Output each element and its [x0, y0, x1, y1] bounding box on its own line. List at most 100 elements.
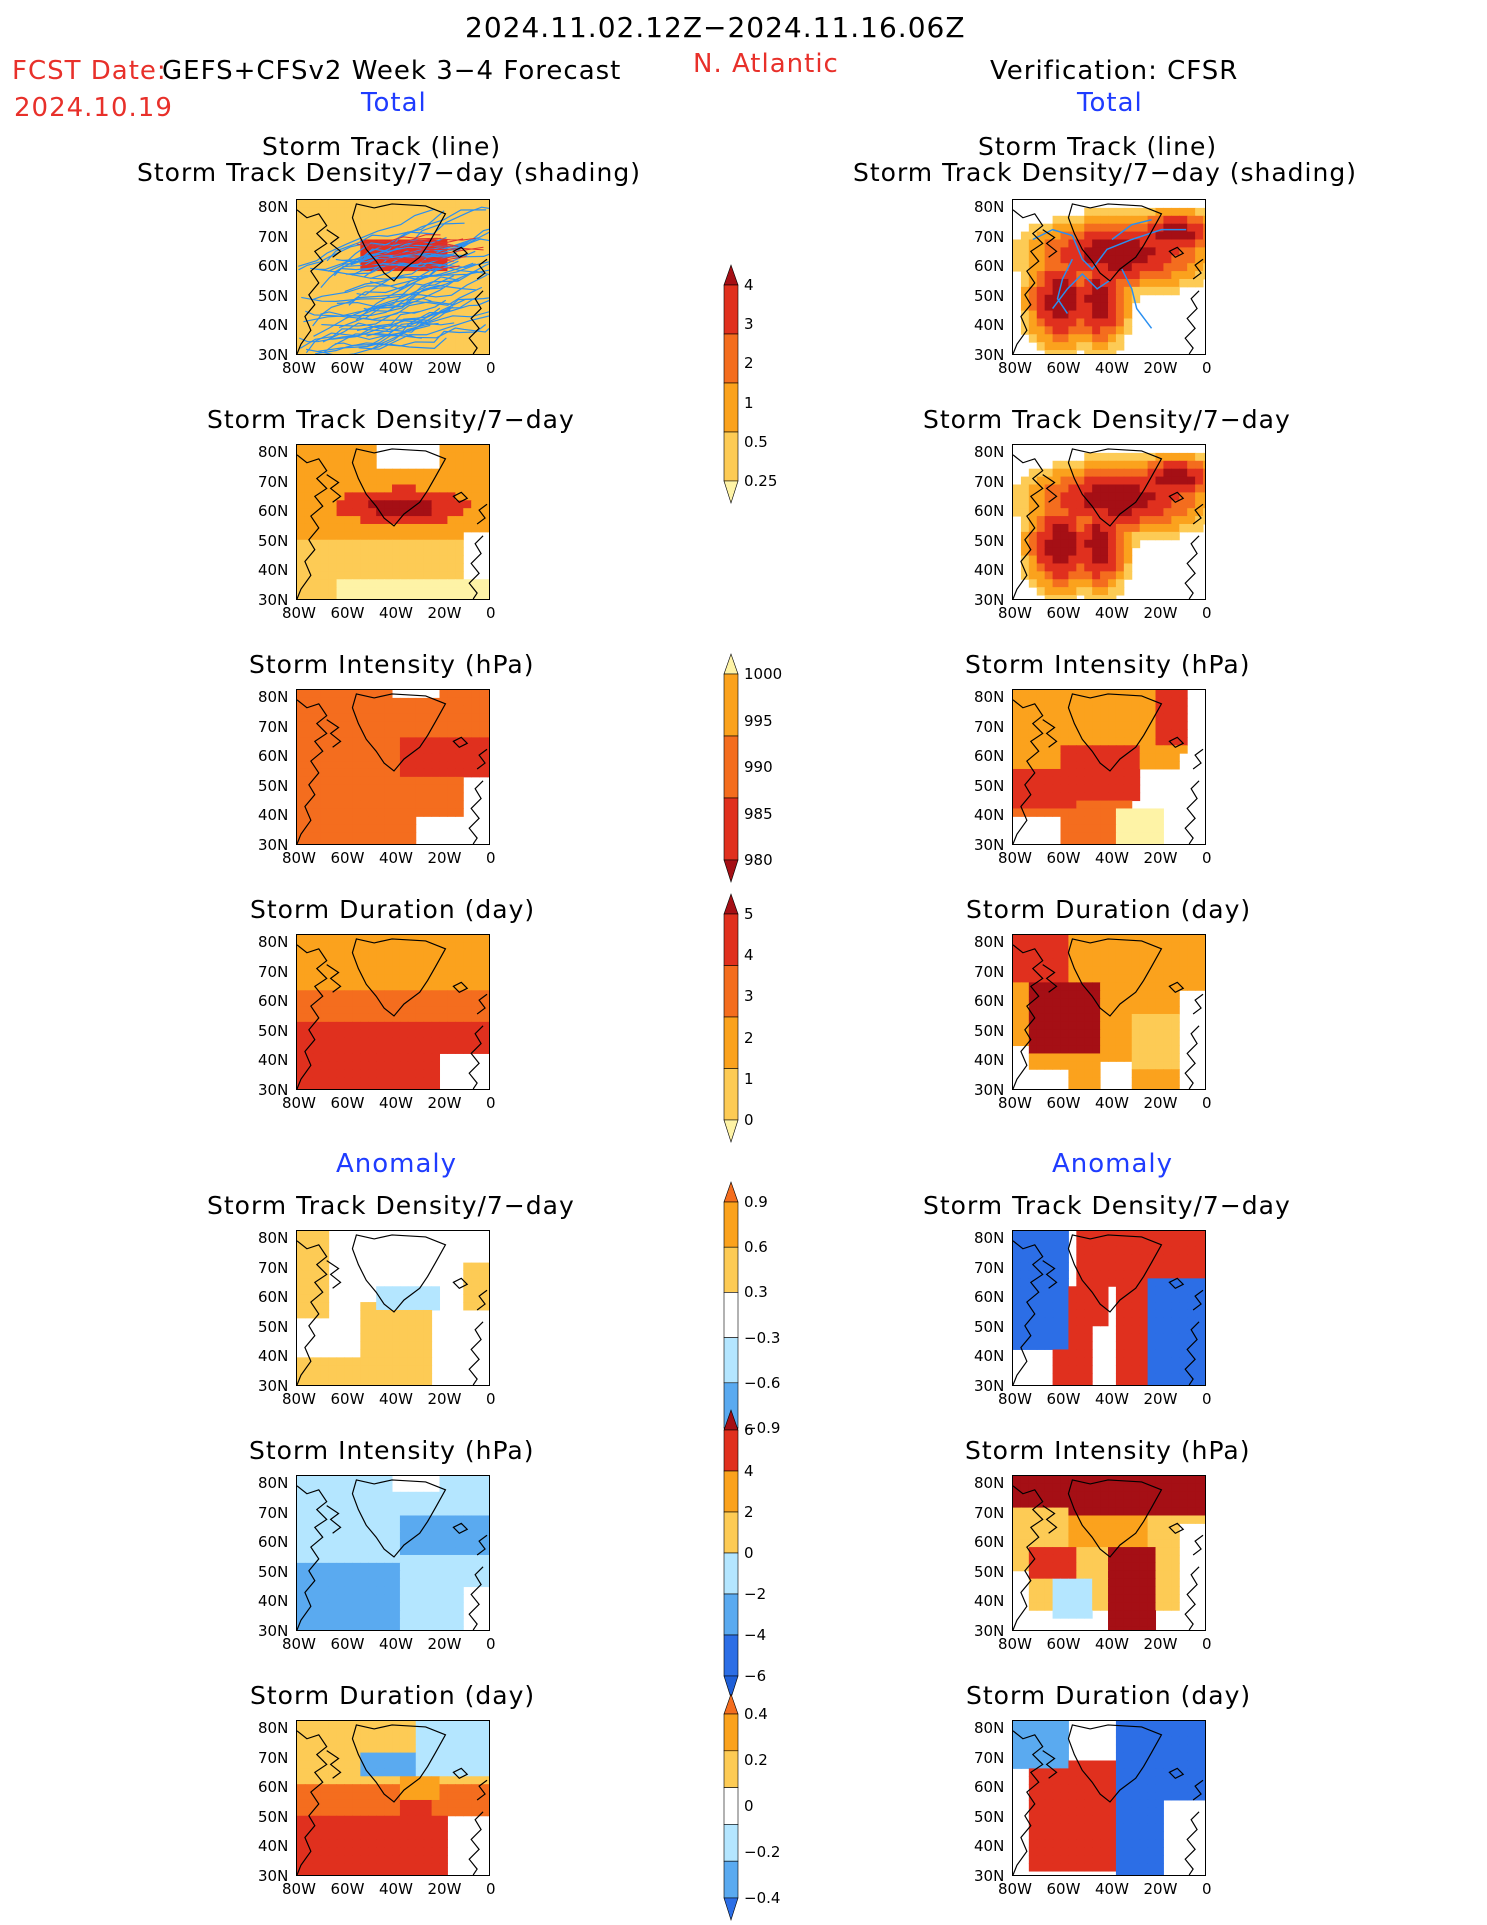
lon-label: 80W: [282, 1880, 316, 1898]
lat-label: 40N: [974, 316, 1005, 334]
lon-label: 80W: [282, 1390, 316, 1408]
lat-label: 60N: [258, 1778, 289, 1796]
title-intensity-left: Storm Intensity (hPa): [249, 650, 535, 679]
lon-label: 20W: [1143, 604, 1178, 622]
lat-label: 70N: [974, 962, 1005, 981]
title-intensity-right: Storm Intensity (hPa): [965, 650, 1251, 679]
lon-label: 0: [1202, 604, 1212, 622]
lat-label: 80N: [258, 443, 289, 461]
lon-label: 60W: [1046, 849, 1081, 867]
lat-label: 80N: [974, 933, 1005, 951]
colorbar-tick-label: 2: [744, 1503, 754, 1521]
map-shading: [297, 935, 489, 1089]
lon-label: 0: [1202, 359, 1212, 377]
title-duration-left: Storm Duration (day): [250, 895, 536, 924]
lon-label: 60W: [330, 849, 365, 867]
colorbar-tick-label: 0.5: [744, 432, 768, 451]
lon-label: 60W: [330, 1635, 365, 1653]
map-shading: [1013, 1721, 1205, 1875]
lat-label: 80N: [258, 1719, 289, 1737]
map-shading: [297, 1476, 489, 1630]
colorbar-tick-label: 0: [744, 1797, 754, 1815]
lat-label: 60N: [974, 1533, 1005, 1551]
lat-label: 40N: [258, 1051, 289, 1069]
colorbar-tick-label: 0: [744, 1544, 754, 1562]
lat-label: 30N: [974, 1080, 1005, 1099]
lat-label: 40N: [258, 1592, 289, 1610]
lat-label: 80N: [974, 443, 1005, 461]
colorbar-tick-label: 3: [744, 987, 754, 1006]
map-shading: [297, 1231, 489, 1385]
lat-label: 30N: [974, 1866, 1005, 1885]
title-intensity-anom-left: Storm Intensity (hPa): [249, 1436, 535, 1465]
lat-label: 80N: [974, 1474, 1005, 1492]
lat-label: 50N: [258, 531, 289, 550]
lon-label: 80W: [998, 604, 1032, 622]
lon-label: 60W: [330, 1094, 365, 1112]
title-density-anom-right: Storm Track Density/7−day: [923, 1191, 1291, 1220]
map-panel-duration-right: [1012, 934, 1206, 1090]
lon-label: 20W: [1143, 849, 1178, 867]
lat-label: 30N: [974, 1376, 1005, 1395]
lat-label: 70N: [258, 1258, 289, 1277]
lon-label: 0: [1202, 1390, 1212, 1408]
lat-label: 70N: [974, 1258, 1005, 1277]
lon-label: 0: [486, 604, 496, 622]
lat-label: 70N: [258, 227, 289, 246]
lon-label: 0: [486, 1094, 496, 1112]
lat-label: 70N: [974, 1503, 1005, 1522]
title-duration-anom-left: Storm Duration (day): [250, 1681, 536, 1710]
map-panel-duration-anom-left: [296, 1720, 490, 1876]
lon-label: 0: [1202, 849, 1212, 867]
map-shading: [1013, 448, 1205, 599]
colorbar-tick-label: 990: [744, 758, 773, 776]
lat-label: 40N: [258, 806, 289, 824]
lon-label: 40W: [1095, 1094, 1129, 1112]
lon-label: 0: [486, 849, 496, 867]
lon-label: 20W: [427, 849, 462, 867]
lon-label: 60W: [330, 1390, 365, 1408]
lon-label: 0: [1202, 1880, 1212, 1898]
title-density-right: Storm Track Density/7−day: [923, 405, 1291, 434]
lon-label: 80W: [998, 1094, 1032, 1112]
lon-label: 80W: [282, 849, 316, 867]
map-shading: [297, 1721, 489, 1875]
lon-label: 80W: [282, 1094, 316, 1112]
map-panel-track-left: [296, 199, 490, 355]
lat-label: 60N: [974, 992, 1005, 1010]
map-panel-intensity-anom-left: [296, 1475, 490, 1631]
lon-label: 80W: [998, 1390, 1032, 1408]
lat-label: 40N: [258, 561, 289, 579]
lon-label: 40W: [379, 359, 413, 377]
date-range-title: 2024.11.02.12Z−2024.11.16.06Z: [465, 11, 966, 44]
map-shading: [1013, 1476, 1205, 1630]
colorbar-tick-label: 3: [744, 315, 754, 334]
lat-label: 70N: [974, 1748, 1005, 1767]
map-panel-density-right: [1012, 444, 1206, 600]
lat-label: 40N: [258, 316, 289, 334]
lon-label: 40W: [1095, 604, 1129, 622]
lon-label: 40W: [379, 1094, 413, 1112]
colorbar-tick-label: 2: [744, 354, 754, 373]
title-duration-anom-right: Storm Duration (day): [966, 1681, 1252, 1710]
lat-label: 80N: [258, 198, 289, 216]
lon-label: 20W: [427, 1880, 462, 1898]
map-shading: [1013, 935, 1205, 1089]
lon-label: 60W: [1046, 1094, 1081, 1112]
lon-label: 60W: [1046, 359, 1081, 377]
lon-label: 40W: [379, 849, 413, 867]
colorbar-tick-label: 6: [744, 1421, 754, 1439]
forecast-title: GEFS+CFSv2 Week 3−4 Forecast: [162, 56, 622, 86]
lat-label: 50N: [974, 286, 1005, 305]
lon-label: 20W: [1143, 1635, 1178, 1653]
lat-label: 40N: [258, 1837, 289, 1855]
region-label: N. Atlantic: [693, 49, 839, 79]
lon-label: 40W: [1095, 849, 1129, 867]
lon-label: 60W: [330, 1880, 365, 1898]
lon-label: 60W: [1046, 1390, 1081, 1408]
lat-label: 40N: [974, 1051, 1005, 1069]
map-shading: [1013, 690, 1204, 844]
lat-label: 30N: [258, 1080, 289, 1099]
lat-label: 80N: [258, 688, 289, 706]
colorbar-density-total: [723, 264, 739, 504]
